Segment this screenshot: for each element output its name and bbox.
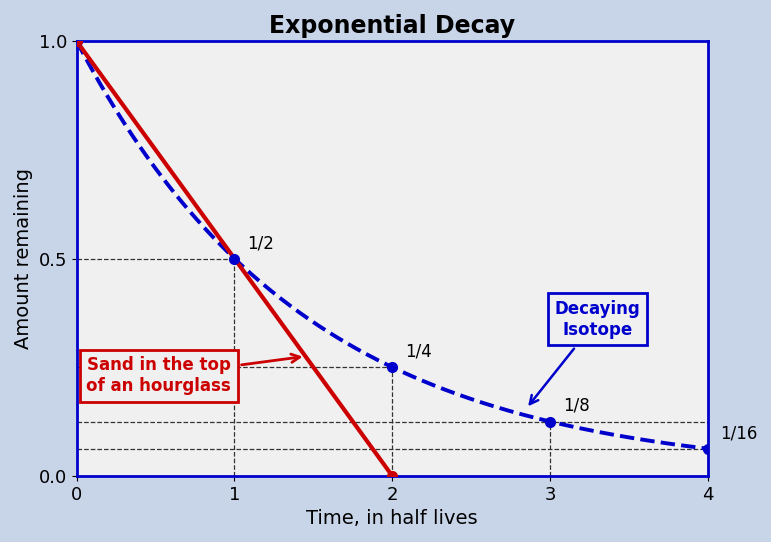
Text: 1/2: 1/2 — [247, 234, 274, 252]
Text: 1/8: 1/8 — [563, 397, 589, 415]
Text: Decaying
Isotope: Decaying Isotope — [530, 300, 640, 404]
Text: 1/4: 1/4 — [405, 343, 432, 360]
Text: Sand in the top
of an hourglass: Sand in the top of an hourglass — [86, 354, 300, 395]
X-axis label: Time, in half lives: Time, in half lives — [306, 509, 478, 528]
Text: 1/16: 1/16 — [720, 424, 758, 442]
Y-axis label: Amount remaining: Amount remaining — [14, 168, 33, 349]
Title: Exponential Decay: Exponential Decay — [269, 14, 515, 38]
